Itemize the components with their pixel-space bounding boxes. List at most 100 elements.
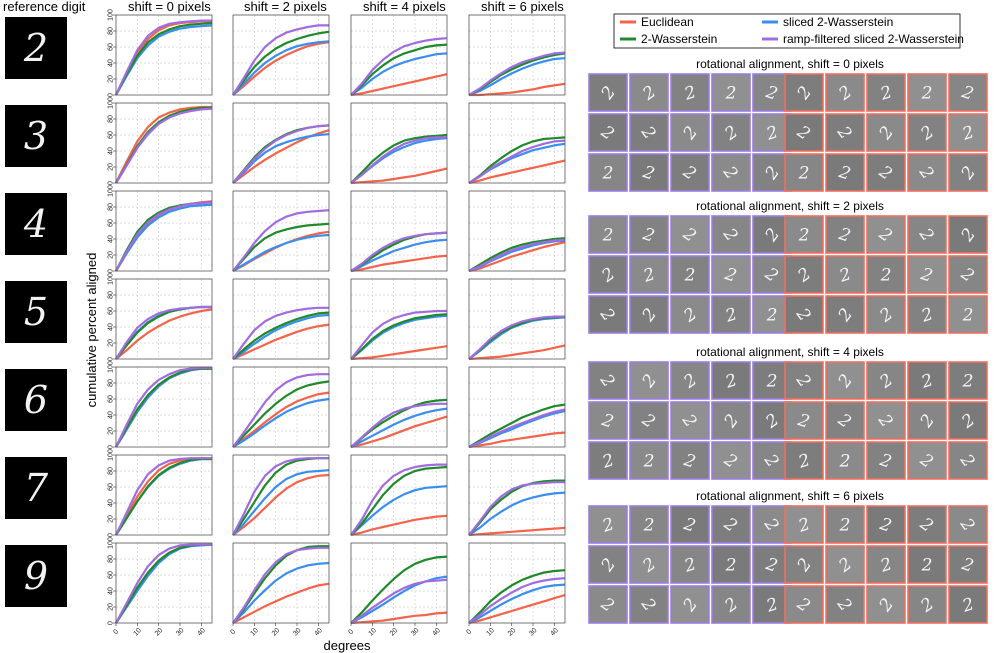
legend-label: sliced 2-Wasserstein <box>783 15 893 29</box>
aligned-digit-tile <box>629 255 669 294</box>
y-tick-label: 100 <box>108 361 115 373</box>
aligned-digit-tile <box>670 505 710 544</box>
aligned-digit-glyph: 2 <box>599 410 616 433</box>
aligned-digit-glyph: 2 <box>839 516 851 536</box>
panel-frame <box>468 454 566 536</box>
series-line-euclidean <box>232 473 330 536</box>
panel-frame <box>232 366 330 448</box>
aligned-digit-tile <box>825 153 865 192</box>
aligned-digit-glyph: 2 <box>681 554 698 577</box>
panel-frame <box>232 278 330 360</box>
series-line-sliced-2-wasserstein <box>232 469 330 536</box>
aligned-digit-tile <box>825 255 865 294</box>
aligned-digit-tile <box>784 215 824 254</box>
aligned-digit-tile <box>866 401 906 440</box>
series-line-sliced-2-wasserstein <box>350 485 448 536</box>
series-line-sliced-2-wasserstein <box>232 40 330 96</box>
panel-frame <box>468 366 566 448</box>
reference-digit-glyph: 2 <box>23 26 49 70</box>
alignment-section-title: rotational alignment, shift = 0 pixels <box>696 57 884 71</box>
series-line-ramp-filtered-sliced-2-wasserstein <box>115 107 213 184</box>
aligned-digit-glyph: 2 <box>918 264 935 287</box>
y-tick-label: 80 <box>108 27 115 35</box>
aligned-digit-glyph: 2 <box>602 226 614 246</box>
aligned-digit-glyph: 2 <box>684 266 696 286</box>
aligned-digit-tile <box>629 401 669 440</box>
x-tick-label: 20 <box>389 627 400 638</box>
series-line-euclidean <box>468 431 566 449</box>
aligned-digit-tile <box>588 255 628 294</box>
aligned-digit-glyph: 2 <box>643 516 655 536</box>
aligned-digit-tile <box>784 73 824 112</box>
aligned-digit-tile <box>866 361 906 400</box>
panel-frame <box>115 542 213 624</box>
y-tick-label: 60 <box>108 219 115 227</box>
aligned-digit-tile <box>588 401 628 440</box>
series-line-euclidean <box>468 159 566 185</box>
series-line-euclidean <box>468 526 566 537</box>
y-tick-label: 60 <box>108 43 115 51</box>
x-tick-label: 0 <box>465 628 473 636</box>
series-line-sliced-2-wasserstein <box>468 583 566 624</box>
aligned-digit-tile <box>784 401 824 440</box>
aligned-digit-glyph: 2 <box>725 556 737 576</box>
aligned-digit-tile <box>588 361 628 400</box>
panel-frame <box>115 190 213 272</box>
aligned-digit-glyph: 2 <box>880 266 892 286</box>
aligned-digit-tile <box>629 73 669 112</box>
series-line-2-wasserstein <box>350 133 448 184</box>
aligned-digit-tile <box>948 361 988 400</box>
x-tick-label: 20 <box>271 627 282 638</box>
series-line-ramp-filtered-sliced-2-wasserstein <box>115 457 212 536</box>
reference-digit-glyph: 6 <box>23 378 49 422</box>
aligned-digit-tile <box>784 113 824 152</box>
aligned-digit-glyph: 2 <box>725 84 737 104</box>
aligned-digit-tile <box>629 361 669 400</box>
series-line-sliced-2-wasserstein <box>350 407 448 448</box>
aligned-digit-tile <box>866 215 906 254</box>
series-line-2-wasserstein <box>468 237 566 272</box>
aligned-digit-tile <box>711 215 751 254</box>
panel-frame <box>115 278 213 360</box>
aligned-digit-tile <box>629 215 669 254</box>
aligned-digit-tile <box>825 441 865 480</box>
series-line-euclidean <box>232 391 330 448</box>
series-line-sliced-2-wasserstein <box>350 238 448 273</box>
aligned-digit-tile <box>907 401 947 440</box>
series-line-ramp-filtered-sliced-2-wasserstein <box>468 315 565 360</box>
series-line-sliced-2-wasserstein <box>232 561 330 624</box>
legend-label: 2-Wasserstein <box>641 32 717 46</box>
x-tick-label: 20 <box>154 627 165 638</box>
aligned-digit-tile <box>670 545 710 584</box>
y-tick-label: 0 <box>108 93 115 97</box>
aligned-digit-tile <box>670 153 710 192</box>
x-tick-label: 30 <box>292 627 303 638</box>
aligned-digit-tile <box>948 295 988 334</box>
series-line-ramp-filtered-sliced-2-wasserstein <box>468 51 566 96</box>
reference-digit-label: reference digit <box>3 0 86 14</box>
legend-label: ramp-filtered sliced 2-Wasserstein <box>783 32 964 46</box>
aligned-digit-tile <box>825 505 865 544</box>
x-tick-label: 10 <box>249 627 260 638</box>
reference-digit-glyph: 3 <box>23 114 49 158</box>
aligned-digit-tile <box>948 545 988 584</box>
aligned-digit-tile <box>711 545 751 584</box>
aligned-digit-glyph: 2 <box>763 554 780 577</box>
x-tick-label: 40 <box>549 627 560 638</box>
aligned-digit-tile <box>907 545 947 584</box>
aligned-digit-tile <box>784 255 824 294</box>
reference-digit-7: 7 <box>5 457 67 519</box>
series-line-euclidean <box>468 241 566 273</box>
series-line-ramp-filtered-sliced-2-wasserstein <box>350 578 448 624</box>
reference-digit-glyph: 4 <box>23 202 49 246</box>
aligned-digit-tile <box>588 441 628 480</box>
aligned-digit-glyph: 2 <box>836 162 853 185</box>
series-line-ramp-filtered-sliced-2-wasserstein <box>350 231 448 272</box>
series-line-2-wasserstein <box>232 30 330 96</box>
aligned-digit-tile <box>907 113 947 152</box>
reference-digit-9: 9 <box>5 545 67 607</box>
aligned-digit-glyph: 2 <box>795 410 812 433</box>
aligned-digit-glyph: 2 <box>722 370 739 393</box>
aligned-digit-tile <box>866 113 906 152</box>
aligned-digit-tile <box>629 113 669 152</box>
